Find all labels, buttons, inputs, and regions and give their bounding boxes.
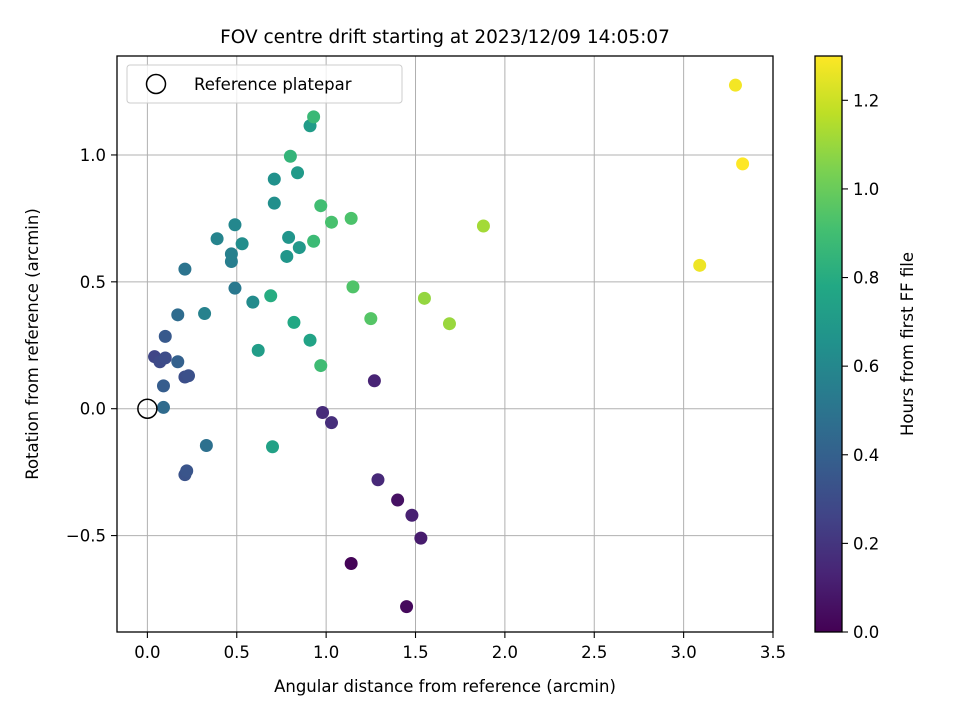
x-axis-label: Angular distance from reference (arcmin) <box>274 677 616 696</box>
scatter-point <box>199 438 213 452</box>
colorbar-tick-label: 0.4 <box>853 446 879 465</box>
scatter-point <box>405 508 419 522</box>
scatter-point <box>314 359 328 373</box>
scatter-point <box>346 280 360 294</box>
scatter-point <box>287 315 301 329</box>
scatter-point <box>324 416 338 430</box>
scatter-point <box>291 166 305 180</box>
scatter-point <box>367 374 381 388</box>
scatter-point <box>224 247 238 261</box>
scatter-point <box>267 172 281 186</box>
reference-platepar-marker <box>137 398 158 419</box>
scatter-point <box>292 241 306 255</box>
grid <box>117 56 774 632</box>
scatter-point <box>400 600 414 614</box>
colorbar-tick-label: 0.0 <box>853 623 879 642</box>
scatter-point <box>280 249 294 263</box>
x-axis-ticks: 0.0 0.5 1.0 1.5 2.0 2.5 3.0 3.5 <box>134 632 786 662</box>
colorbar-tick-label: 0.8 <box>853 269 879 288</box>
scatter-point <box>307 110 321 124</box>
plot-frame <box>116 55 774 633</box>
scatter-point <box>235 237 249 251</box>
colorbar-tick-label: 1.2 <box>853 91 879 110</box>
scatter-point <box>728 78 742 92</box>
legend-label-reference: Reference platepar <box>194 75 352 94</box>
legend-marker-reference <box>145 73 167 95</box>
colorbar-ticks: 0.0 0.2 0.4 0.6 0.8 1.0 1.2 <box>842 91 879 642</box>
scatter-point <box>180 464 194 478</box>
scatter-point <box>316 406 330 420</box>
x-tick-label: 1.5 <box>402 643 428 662</box>
scatter-point <box>364 312 378 326</box>
scatter-point <box>264 289 278 303</box>
scatter-point <box>181 369 195 383</box>
colorbar-tick-label: 0.6 <box>853 357 879 376</box>
x-tick-label: 0.0 <box>134 643 160 662</box>
scatter-point <box>344 211 358 225</box>
scatter-point <box>198 307 212 321</box>
scatter-point <box>307 234 321 248</box>
scatter-point <box>267 196 281 210</box>
y-tick-label: 0.5 <box>80 273 106 292</box>
x-tick-label: 3.0 <box>671 643 697 662</box>
scatter-point <box>283 149 297 163</box>
scatter-point <box>266 440 280 454</box>
scatter-point <box>210 232 224 246</box>
y-axis-ticks: −0.5 0.0 0.5 1.0 <box>66 146 117 546</box>
scatter-point <box>314 199 328 213</box>
scatter-point <box>178 262 192 276</box>
scatter-point <box>344 556 358 570</box>
colorbar: 0.0 0.2 0.4 0.6 0.8 1.0 1.2 Hours from first F… <box>814 55 917 642</box>
scatter-point <box>171 355 185 369</box>
scatter-point <box>371 473 385 487</box>
colorbar-label: Hours from first FF file <box>898 252 917 436</box>
scatter-point <box>158 351 172 365</box>
scatter-point <box>246 295 260 309</box>
scatter-point <box>228 281 242 295</box>
scatter-point <box>228 218 242 232</box>
scatter-point <box>442 317 456 331</box>
x-tick-label: 2.0 <box>492 643 518 662</box>
colorbar-tick-label: 1.0 <box>853 180 879 199</box>
scatter-point <box>476 219 490 233</box>
data-points <box>137 78 750 614</box>
legend-box <box>126 64 403 104</box>
y-axis-label: Rotation from reference (arcmin) <box>23 208 42 480</box>
y-tick-label: 1.0 <box>80 146 106 165</box>
x-tick-label: 0.5 <box>224 643 250 662</box>
y-tick-label: 0.0 <box>80 400 106 419</box>
scatter-point <box>156 400 170 414</box>
scatter-point <box>693 258 707 272</box>
scatter-point <box>417 291 431 305</box>
chart-title: FOV centre drift starting at 2023/12/09 … <box>220 27 670 48</box>
scatter-point <box>251 343 265 357</box>
colorbar-bar <box>814 55 843 633</box>
scatter-point <box>324 215 338 229</box>
colorbar-tick-label: 0.2 <box>853 534 879 553</box>
x-tick-label: 2.5 <box>581 643 607 662</box>
x-tick-label: 3.5 <box>760 643 786 662</box>
scatter-point <box>158 329 172 343</box>
scatter-point <box>282 230 296 244</box>
scatter-point <box>736 157 750 171</box>
scatter-point <box>414 531 428 545</box>
x-tick-label: 1.0 <box>313 643 339 662</box>
scatter-point <box>171 308 185 322</box>
scatter-point <box>303 333 317 347</box>
scatter-point <box>391 493 405 507</box>
legend: Reference platepar <box>126 64 403 104</box>
y-tick-label: −0.5 <box>66 527 106 546</box>
scatter-point <box>156 379 170 393</box>
